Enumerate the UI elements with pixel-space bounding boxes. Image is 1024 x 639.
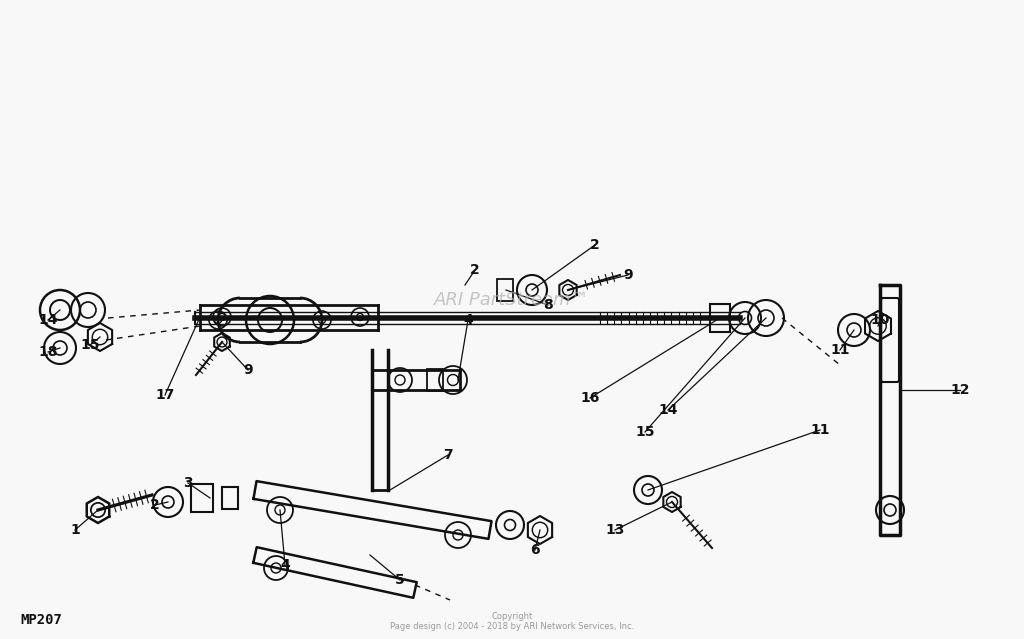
Text: 4: 4 <box>281 558 290 572</box>
Text: 15: 15 <box>80 338 99 352</box>
Text: 4: 4 <box>463 313 473 327</box>
Text: 18: 18 <box>38 345 57 359</box>
Text: 15: 15 <box>635 425 654 439</box>
Text: 2: 2 <box>590 238 600 252</box>
Text: 13: 13 <box>605 523 625 537</box>
Text: 2: 2 <box>470 263 480 277</box>
Text: 9: 9 <box>243 363 253 377</box>
Text: 7: 7 <box>443 448 453 462</box>
Text: Copyright
Page design (c) 2004 - 2018 by ARI Network Services, Inc.: Copyright Page design (c) 2004 - 2018 by… <box>390 612 634 631</box>
Text: 1: 1 <box>70 523 80 537</box>
Text: 11: 11 <box>830 343 850 357</box>
Text: 3: 3 <box>183 476 193 490</box>
Text: 10: 10 <box>870 313 890 327</box>
Text: 14: 14 <box>658 403 678 417</box>
Text: 5: 5 <box>395 573 404 587</box>
Text: 12: 12 <box>950 383 970 397</box>
Text: ARI PartStream™: ARI PartStream™ <box>434 291 590 309</box>
Text: 6: 6 <box>530 543 540 557</box>
Text: 2: 2 <box>151 498 160 512</box>
Text: 14: 14 <box>38 313 57 327</box>
Text: MP207: MP207 <box>20 613 61 627</box>
Text: 17: 17 <box>156 388 175 402</box>
Text: 8: 8 <box>543 298 553 312</box>
Text: 16: 16 <box>581 391 600 405</box>
Text: 11: 11 <box>810 423 829 437</box>
Text: 9: 9 <box>624 268 633 282</box>
